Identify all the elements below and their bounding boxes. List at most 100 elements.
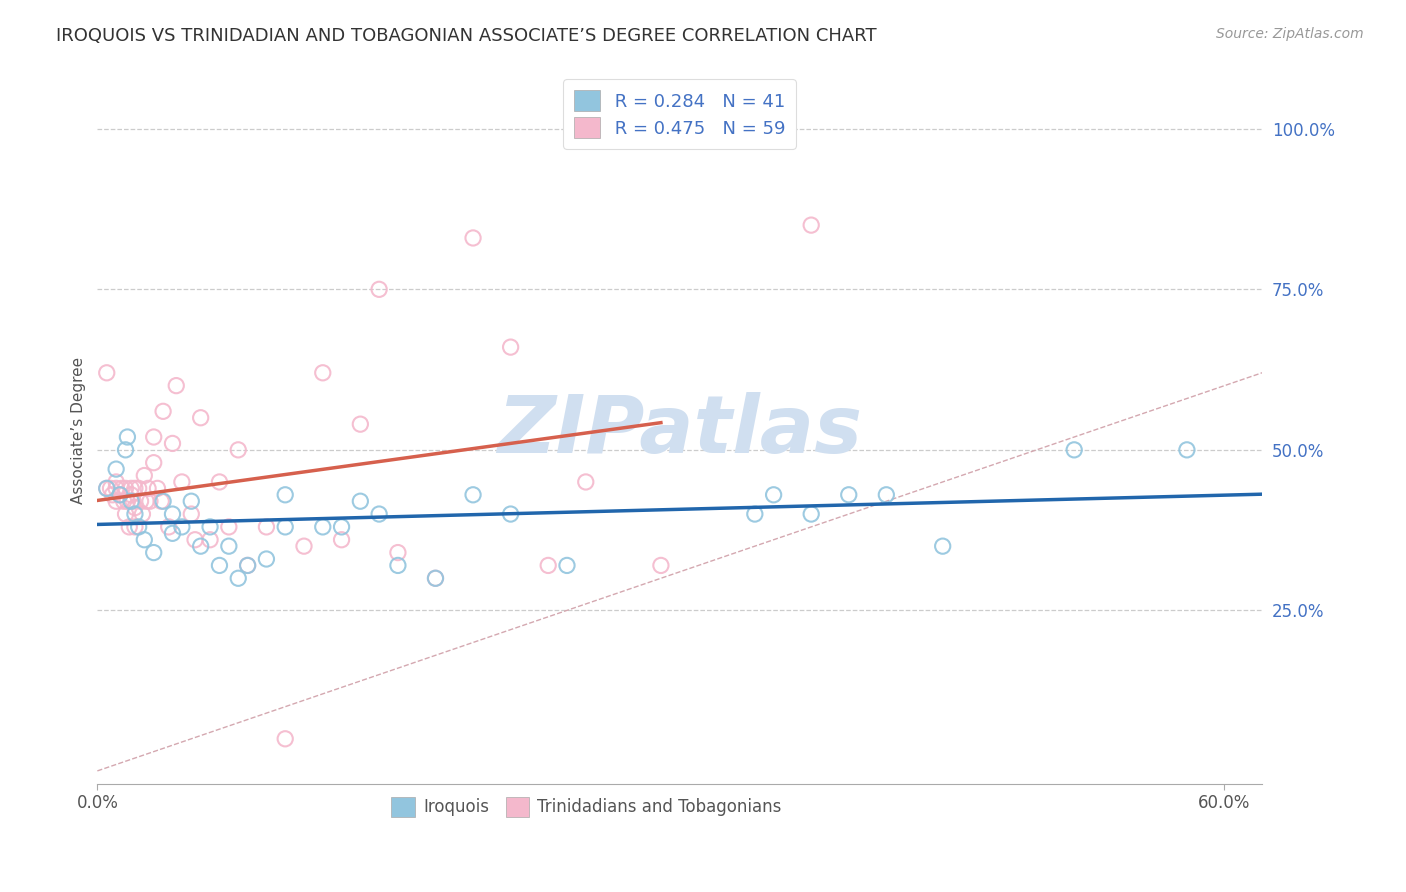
Point <box>1175 442 1198 457</box>
Point <box>124 482 146 496</box>
Point <box>111 482 134 496</box>
Point <box>118 520 141 534</box>
Point <box>208 475 231 489</box>
Point <box>274 488 297 502</box>
Point <box>162 507 184 521</box>
Point <box>96 482 118 496</box>
Point <box>152 494 174 508</box>
Point <box>146 482 169 496</box>
Point <box>105 494 128 508</box>
Point <box>330 520 353 534</box>
Point <box>254 552 277 566</box>
Point <box>180 507 202 521</box>
Point <box>236 558 259 573</box>
Point <box>198 520 221 534</box>
Point <box>875 488 897 502</box>
Point <box>292 539 315 553</box>
Point <box>129 494 152 508</box>
Point <box>120 494 142 508</box>
Point <box>135 494 157 508</box>
Point <box>152 404 174 418</box>
Point <box>101 488 124 502</box>
Point <box>425 571 447 585</box>
Point <box>105 482 128 496</box>
Point <box>124 507 146 521</box>
Point <box>226 442 249 457</box>
Y-axis label: Associate’s Degree: Associate’s Degree <box>72 357 86 504</box>
Point <box>114 442 136 457</box>
Point <box>274 731 297 746</box>
Point <box>226 571 249 585</box>
Point <box>461 488 484 502</box>
Point <box>150 494 173 508</box>
Point <box>274 520 297 534</box>
Point <box>330 533 353 547</box>
Point <box>100 482 122 496</box>
Point <box>136 482 159 496</box>
Point <box>134 468 156 483</box>
Point <box>425 571 447 585</box>
Point <box>108 488 131 502</box>
Point <box>112 494 135 508</box>
Point <box>131 507 153 521</box>
Point <box>105 462 128 476</box>
Point <box>180 494 202 508</box>
Point <box>368 282 391 296</box>
Point <box>117 494 139 508</box>
Point <box>128 482 150 496</box>
Point <box>218 520 240 534</box>
Point <box>139 494 162 508</box>
Point <box>157 520 180 534</box>
Point <box>114 507 136 521</box>
Point <box>762 488 785 502</box>
Point <box>312 520 335 534</box>
Point <box>190 539 212 553</box>
Text: IROQUOIS VS TRINIDADIAN AND TOBAGONIAN ASSOCIATE’S DEGREE CORRELATION CHART: IROQUOIS VS TRINIDADIAN AND TOBAGONIAN A… <box>56 27 877 45</box>
Point <box>1063 442 1085 457</box>
Point <box>142 456 165 470</box>
Point <box>96 482 118 496</box>
Point <box>349 417 371 432</box>
Point <box>198 533 221 547</box>
Point <box>368 507 391 521</box>
Point <box>800 218 823 232</box>
Point <box>117 430 139 444</box>
Point <box>124 500 146 515</box>
Point <box>555 558 578 573</box>
Point <box>461 231 484 245</box>
Point <box>537 558 560 573</box>
Point <box>208 558 231 573</box>
Point <box>162 526 184 541</box>
Point <box>931 539 953 553</box>
Point <box>312 366 335 380</box>
Point <box>744 507 766 521</box>
Point <box>575 475 598 489</box>
Text: Source: ZipAtlas.com: Source: ZipAtlas.com <box>1216 27 1364 41</box>
Point <box>108 488 131 502</box>
Point <box>165 378 187 392</box>
Point <box>184 533 207 547</box>
Point <box>124 520 146 534</box>
Point <box>387 558 409 573</box>
Point <box>162 436 184 450</box>
Point <box>236 558 259 573</box>
Point <box>96 366 118 380</box>
Point <box>134 533 156 547</box>
Point <box>254 520 277 534</box>
Point <box>142 430 165 444</box>
Legend: Iroquois, Trinidadians and Tobagonians: Iroquois, Trinidadians and Tobagonians <box>382 789 790 825</box>
Point <box>120 482 142 496</box>
Point <box>142 545 165 559</box>
Point <box>349 494 371 508</box>
Point <box>170 520 193 534</box>
Point <box>122 494 145 508</box>
Point <box>190 410 212 425</box>
Point <box>499 340 522 354</box>
Point <box>170 475 193 489</box>
Point <box>218 539 240 553</box>
Point <box>800 507 823 521</box>
Text: ZIPatlas: ZIPatlas <box>498 392 862 469</box>
Point <box>650 558 672 573</box>
Point <box>114 482 136 496</box>
Point <box>387 545 409 559</box>
